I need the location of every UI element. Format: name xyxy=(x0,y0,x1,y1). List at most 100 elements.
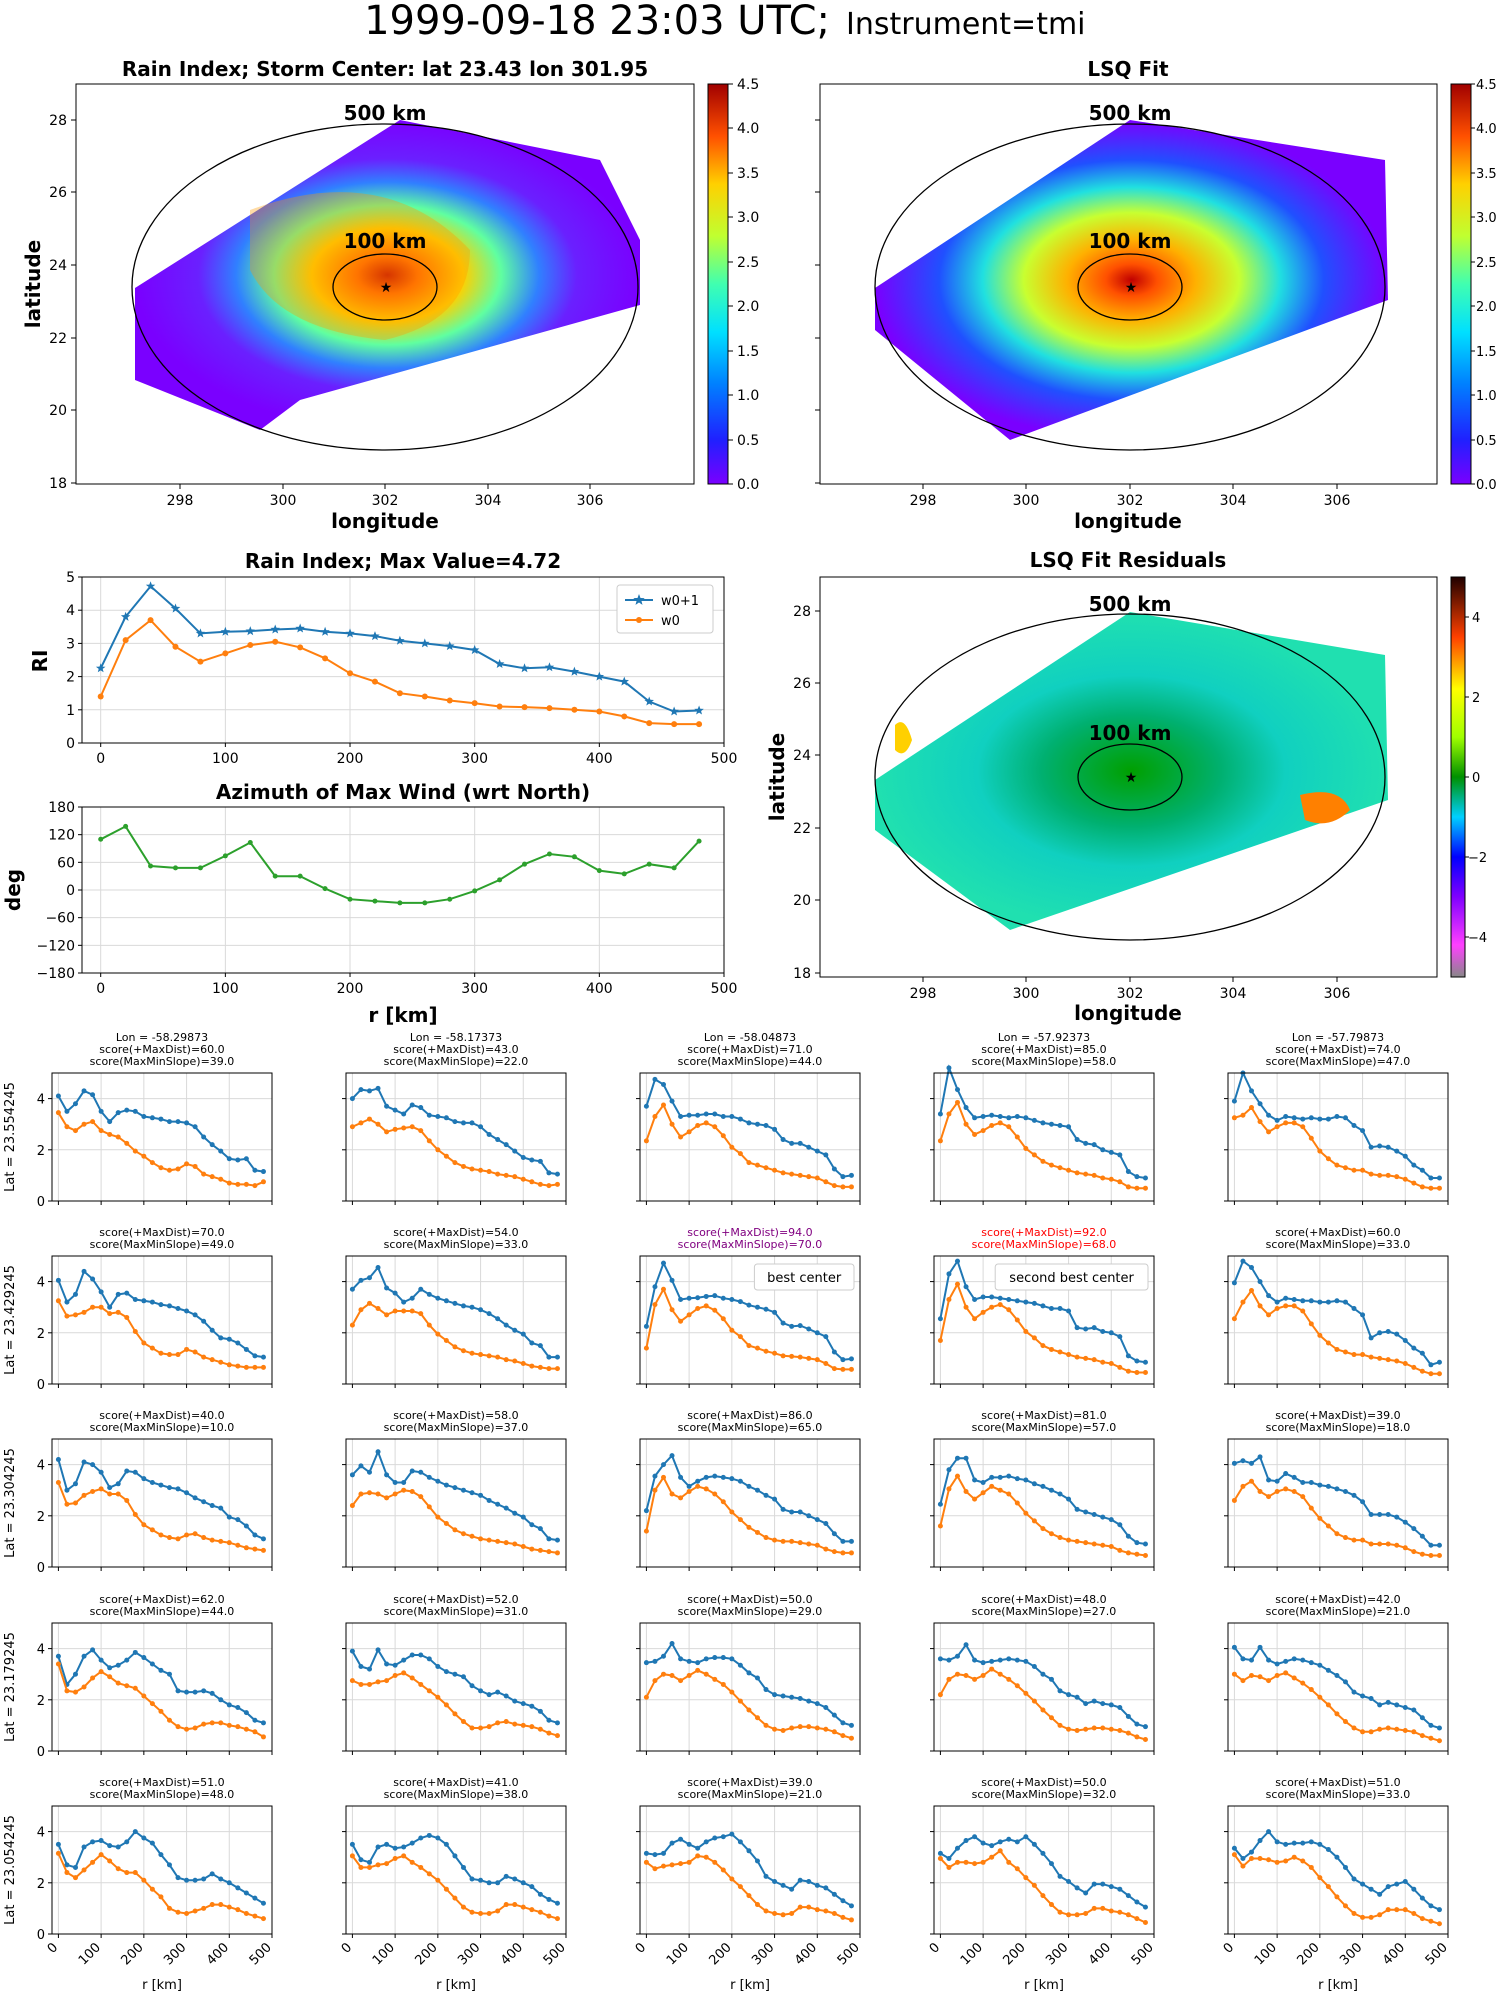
data-point xyxy=(840,1174,846,1180)
series-line xyxy=(939,1457,1146,1545)
panel-score-maxdist: score(+MaxDist)=43.0 xyxy=(393,1043,518,1056)
data-point xyxy=(1074,1506,1080,1512)
data-point xyxy=(1360,1693,1366,1699)
data-point xyxy=(831,1549,837,1555)
data-point xyxy=(972,1477,978,1483)
data-point xyxy=(322,655,329,662)
data-point xyxy=(840,1357,846,1363)
data-point xyxy=(166,1535,172,1541)
data-point xyxy=(1351,1725,1357,1731)
data-point xyxy=(98,836,104,842)
data-point xyxy=(469,1490,475,1496)
data-point xyxy=(166,1862,172,1868)
residuals-ylabel: latitude xyxy=(765,733,789,821)
tick-label: 500 xyxy=(1129,1940,1157,1968)
data-point xyxy=(452,1671,458,1677)
data-point xyxy=(1394,1148,1400,1154)
data-point xyxy=(375,1862,381,1868)
data-point xyxy=(529,1884,535,1890)
data-point xyxy=(124,1497,130,1503)
data-point xyxy=(797,1540,803,1546)
axes-frame xyxy=(81,576,725,744)
residuals-yticks: 18 20 22 24 26 28 xyxy=(793,604,820,982)
data-point xyxy=(260,1547,266,1553)
data-point xyxy=(848,1917,854,1923)
tick-label: −180 xyxy=(37,966,75,982)
data-point xyxy=(1368,1886,1374,1892)
data-point xyxy=(443,1298,449,1304)
tick-label: 306 xyxy=(1324,986,1351,1002)
data-point xyxy=(1436,1738,1442,1744)
data-point xyxy=(486,1169,492,1175)
panel-score-maxdist: score(+MaxDist)=52.0 xyxy=(393,1593,518,1606)
data-point xyxy=(754,1487,760,1493)
tick-label: 200 xyxy=(119,1940,147,1968)
data-point xyxy=(401,1125,407,1131)
residual-anomaly xyxy=(1300,792,1350,824)
data-point xyxy=(520,1514,526,1520)
data-point xyxy=(158,1532,164,1538)
data-point xyxy=(694,705,704,715)
panel-score-slope: score(MaxMinSlope)=22.0 xyxy=(384,1055,529,1068)
data-point xyxy=(1436,1359,1442,1365)
data-point xyxy=(1385,1907,1391,1913)
data-point xyxy=(98,1852,104,1858)
data-point xyxy=(972,1834,978,1840)
panel-score-maxdist: score(+MaxDist)=70.0 xyxy=(99,1226,224,1239)
data-point xyxy=(712,1307,718,1313)
data-point xyxy=(1360,1729,1366,1735)
data-point xyxy=(686,1658,692,1664)
data-point xyxy=(209,1357,215,1363)
data-point xyxy=(1317,1299,1323,1305)
data-point xyxy=(596,868,602,874)
data-point xyxy=(418,1494,424,1500)
tick-label: 302 xyxy=(1117,986,1144,1002)
data-point xyxy=(789,1353,795,1359)
data-point xyxy=(1248,1855,1254,1861)
data-point xyxy=(469,1876,475,1882)
data-point xyxy=(1040,1158,1046,1164)
data-point xyxy=(1368,1541,1374,1547)
tick-label: 0 xyxy=(66,883,75,899)
data-point xyxy=(1048,1861,1054,1867)
data-point xyxy=(1342,1488,1348,1494)
data-point xyxy=(695,1845,701,1851)
tick-label: 2 xyxy=(37,1144,45,1159)
data-point xyxy=(460,1674,466,1680)
data-point xyxy=(170,603,181,613)
data-point xyxy=(55,1653,61,1659)
data-point xyxy=(546,1717,552,1723)
data-point xyxy=(520,1701,526,1707)
tick-label: 300 xyxy=(1013,986,1040,1002)
data-point xyxy=(823,1520,829,1526)
series-line xyxy=(57,1459,264,1540)
data-point xyxy=(780,1693,786,1699)
data-point xyxy=(366,1490,372,1496)
data-point xyxy=(980,1490,986,1496)
data-point xyxy=(686,1859,692,1865)
data-point xyxy=(754,1715,760,1721)
data-point xyxy=(192,1689,198,1695)
data-point xyxy=(218,1148,224,1154)
axes-frame xyxy=(933,1438,1155,1568)
data-point xyxy=(375,1265,381,1271)
data-point xyxy=(1091,1698,1097,1704)
data-point xyxy=(418,1469,424,1475)
data-point xyxy=(520,1880,526,1886)
tick-label: 300 xyxy=(1013,493,1040,509)
data-point xyxy=(703,1303,709,1309)
data-point xyxy=(478,1492,484,1498)
data-point xyxy=(469,1350,475,1356)
data-point xyxy=(1091,1172,1097,1178)
data-point xyxy=(621,713,628,720)
data-point xyxy=(1023,1510,1029,1516)
data-point xyxy=(1023,1146,1029,1152)
data-point xyxy=(460,1487,466,1493)
data-point xyxy=(235,1704,241,1710)
tick-label: 300 xyxy=(1337,1940,1365,1968)
data-point xyxy=(1134,1916,1140,1922)
data-point xyxy=(149,1701,155,1707)
data-point xyxy=(763,1122,769,1128)
data-point xyxy=(349,1841,355,1847)
panel-score-slope: score(MaxMinSlope)=27.0 xyxy=(972,1605,1117,1618)
